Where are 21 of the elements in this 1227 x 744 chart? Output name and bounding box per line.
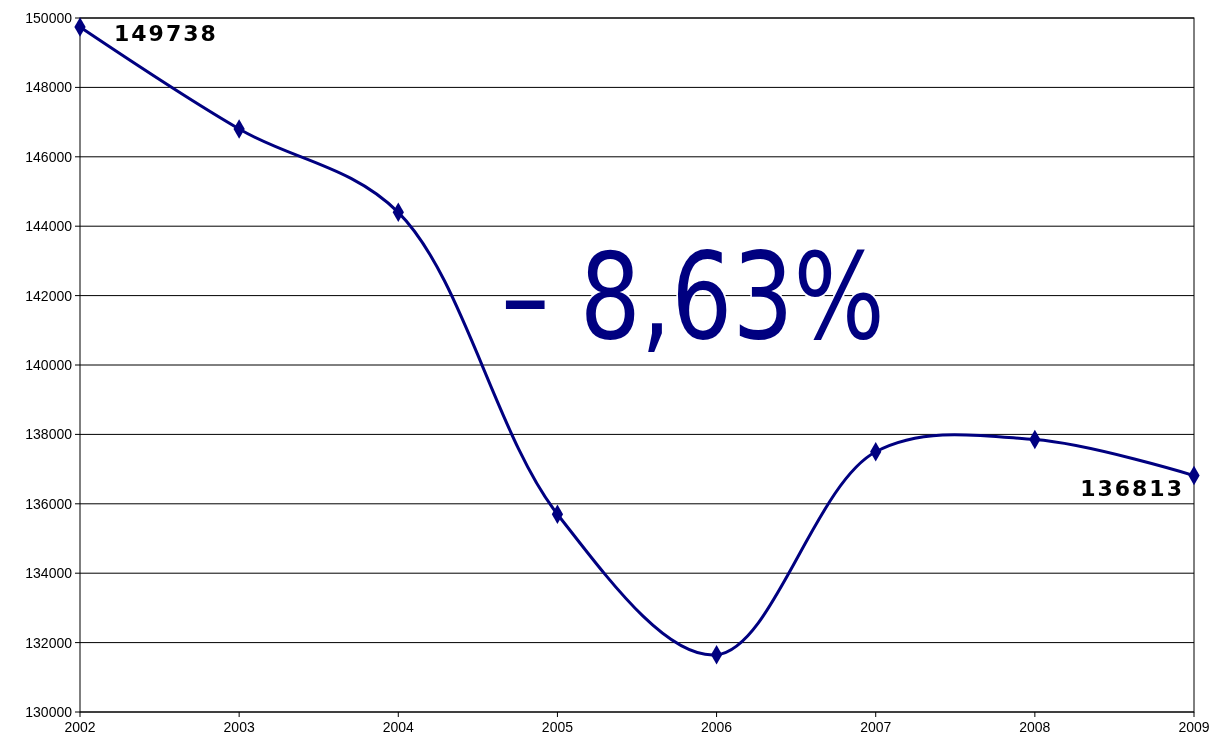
- y-tick-label: 138000: [25, 426, 73, 443]
- x-tick-label: 2008: [1019, 719, 1051, 735]
- data-label: 149738: [114, 21, 218, 47]
- y-tick-label: 150000: [25, 9, 73, 26]
- y-tick-label: 132000: [25, 634, 73, 651]
- y-tick-label: 146000: [25, 148, 73, 165]
- data-label: 136813: [1080, 475, 1184, 501]
- x-tick-label: 2007: [860, 719, 892, 735]
- y-tick-label: 134000: [25, 565, 73, 582]
- y-tick-label: 142000: [25, 287, 73, 304]
- x-tick-label: 2003: [223, 719, 255, 735]
- x-tick-label: 2006: [700, 719, 733, 735]
- y-tick-label: 130000: [25, 703, 73, 720]
- y-tick-label: 140000: [25, 356, 73, 373]
- x-tick-label: 2002: [64, 719, 96, 735]
- y-tick-label: 144000: [25, 218, 73, 235]
- x-tick-label: 2004: [382, 719, 415, 735]
- x-tick-label: 2009: [1178, 719, 1210, 735]
- y-tick-label: 136000: [25, 495, 73, 512]
- x-tick-label: 2005: [541, 719, 574, 735]
- y-tick-label: 148000: [25, 79, 73, 96]
